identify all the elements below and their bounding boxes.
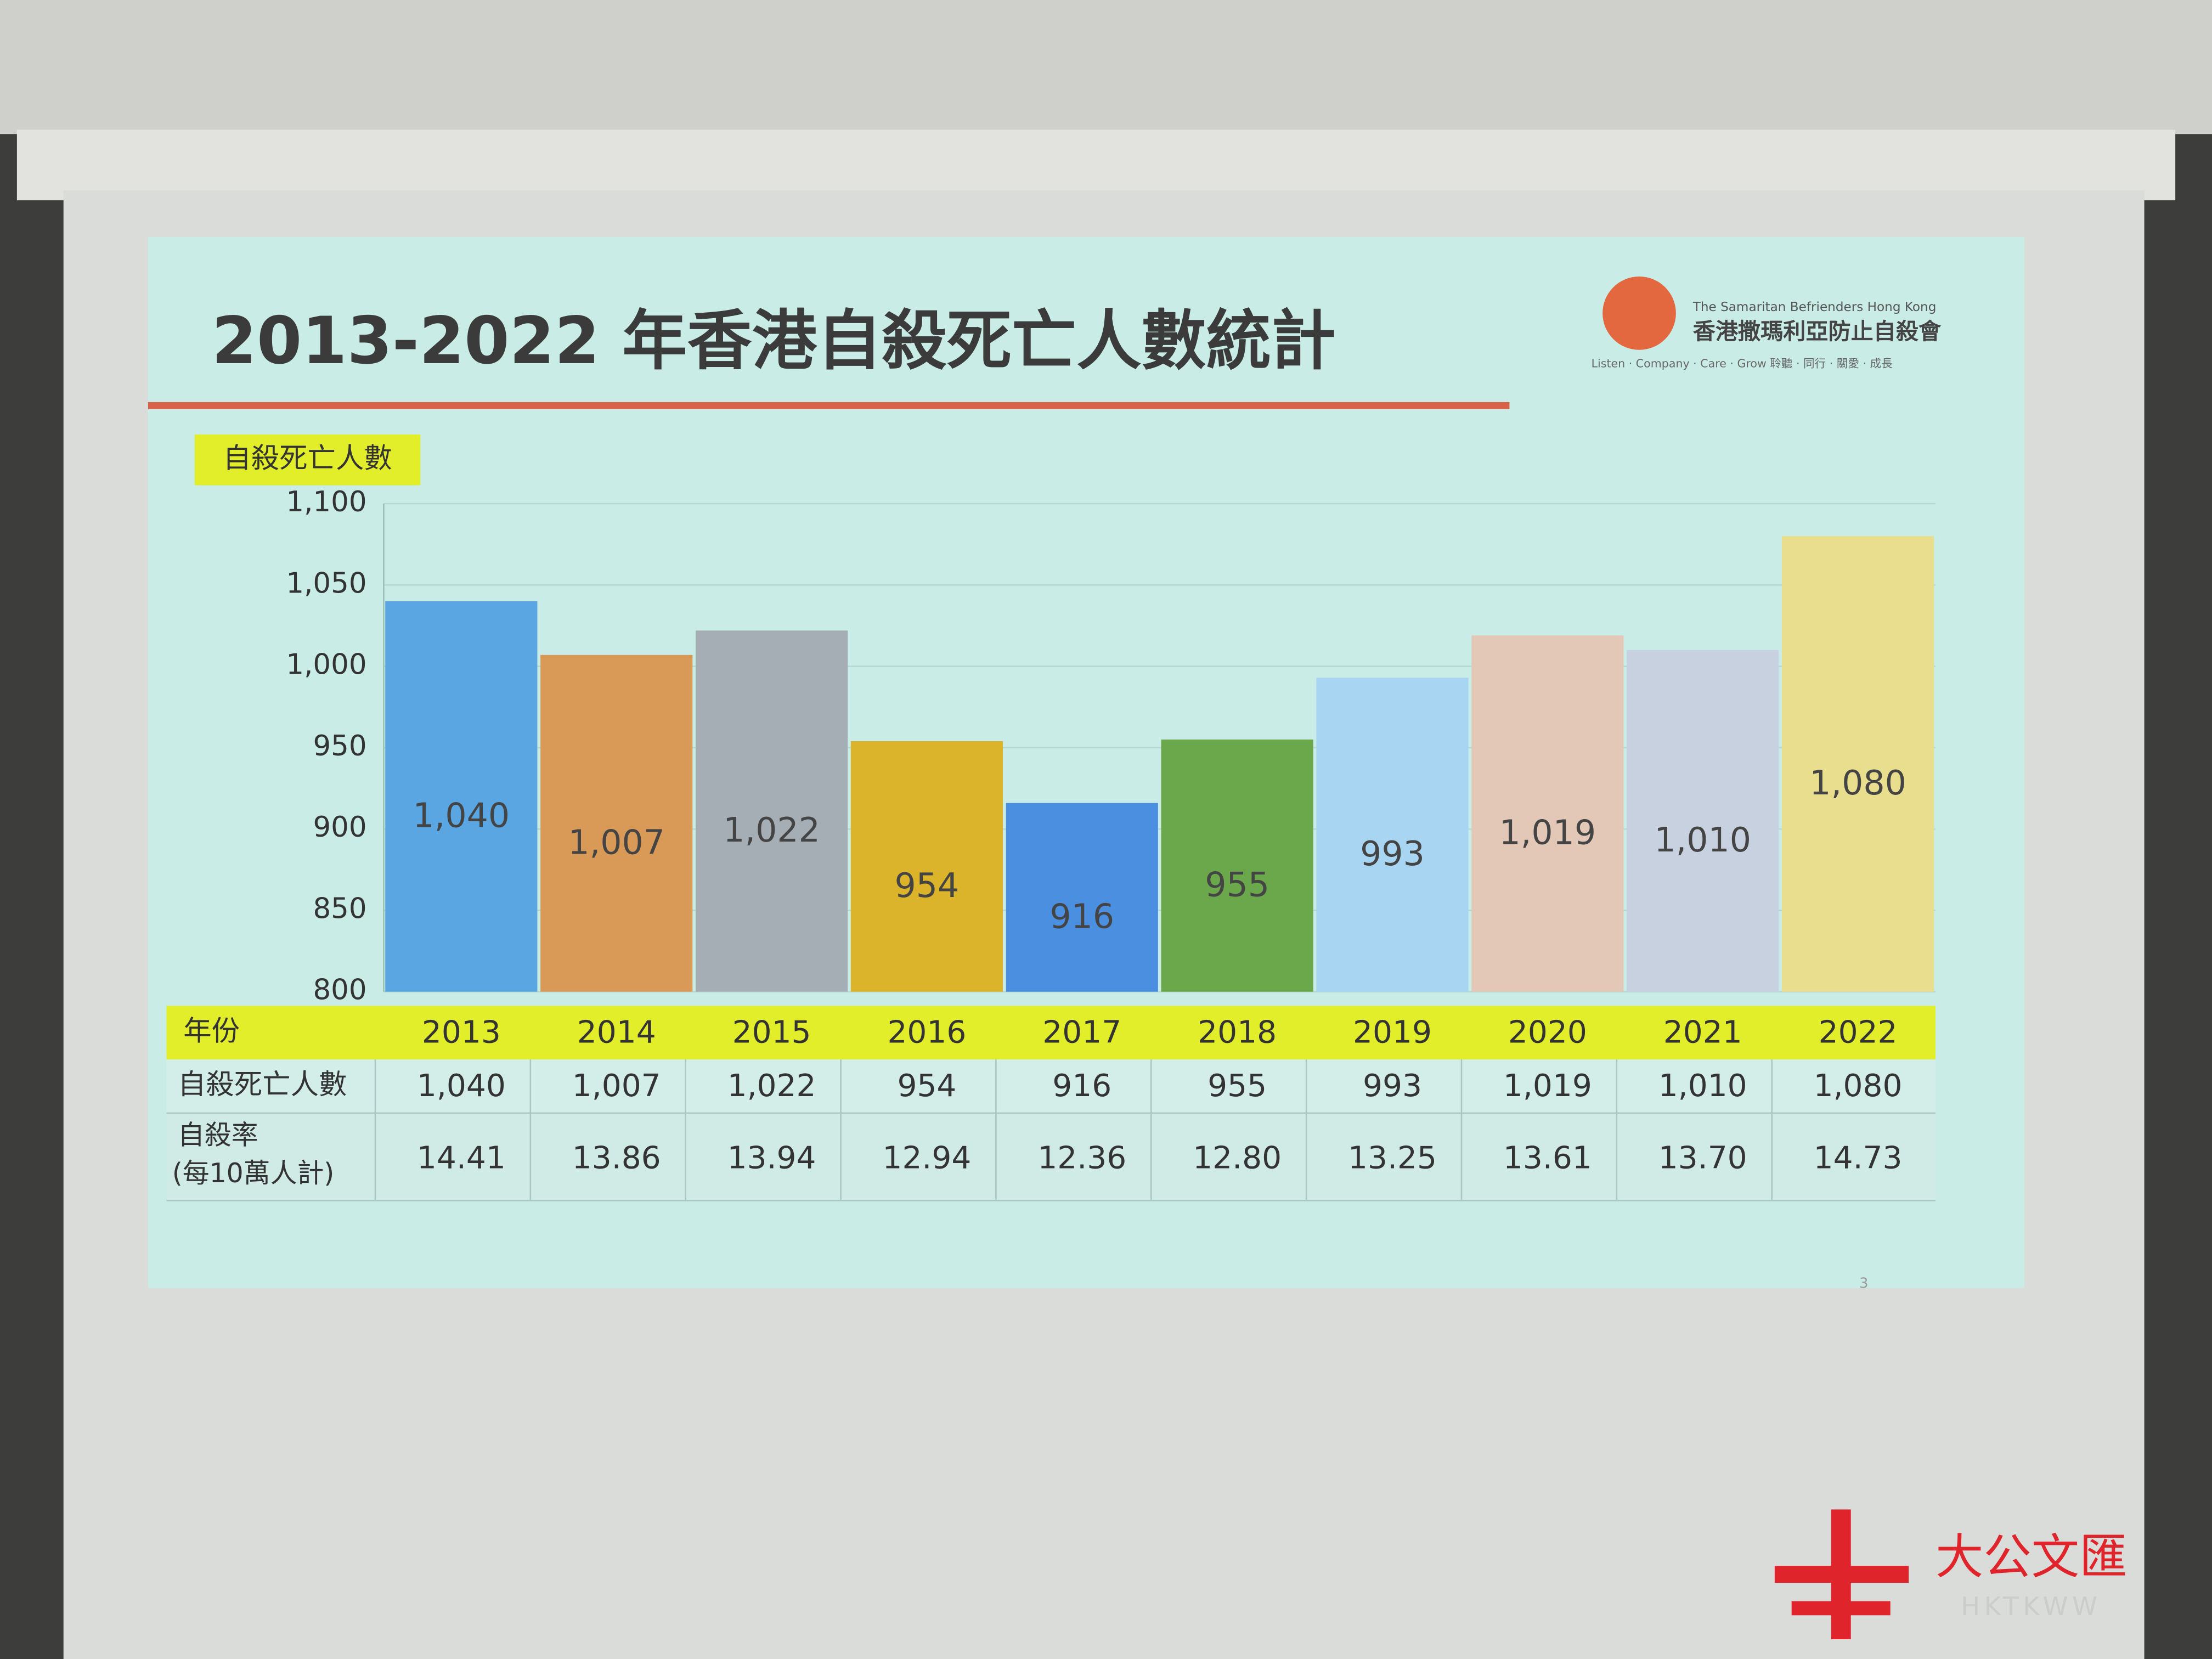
x-tick-label: 2015 bbox=[732, 1014, 811, 1050]
x-tick-label: 2016 bbox=[887, 1014, 966, 1050]
table-count: 1,010 bbox=[1658, 1068, 1747, 1104]
value-label: 1,080 bbox=[1809, 763, 1906, 803]
y-tick-label: 1,000 bbox=[286, 648, 366, 681]
x-tick-label: 2017 bbox=[1042, 1014, 1121, 1050]
y-label-box bbox=[194, 435, 421, 486]
table-rate: 13.61 bbox=[1503, 1139, 1592, 1176]
table-count: 1,022 bbox=[727, 1068, 816, 1104]
table-rate: 12.94 bbox=[882, 1139, 971, 1176]
page-number: 3 bbox=[1859, 1276, 1868, 1292]
y-tick-label: 900 bbox=[313, 811, 366, 844]
bar bbox=[1471, 635, 1624, 992]
y-axis-label: 自殺死亡人數 bbox=[223, 442, 392, 475]
table-row-label: 自殺死亡人數 bbox=[178, 1068, 347, 1101]
watermark-bar bbox=[1791, 1601, 1891, 1616]
table-count: 993 bbox=[1363, 1068, 1422, 1104]
value-label: 954 bbox=[895, 866, 960, 905]
value-label: 916 bbox=[1049, 896, 1114, 936]
table-rate: 12.36 bbox=[1037, 1139, 1126, 1176]
x-tick-label: 2020 bbox=[1508, 1014, 1587, 1050]
value-label: 993 bbox=[1360, 834, 1425, 873]
y-tick-label: 1,050 bbox=[286, 567, 366, 600]
bar bbox=[695, 630, 848, 992]
watermark-bar bbox=[1831, 1509, 1851, 1639]
table-count: 916 bbox=[1052, 1068, 1111, 1104]
x-tick-label: 2013 bbox=[422, 1014, 501, 1050]
x-tick-label: 2014 bbox=[577, 1014, 656, 1050]
table-rate: 13.25 bbox=[1348, 1139, 1437, 1176]
bar bbox=[540, 654, 693, 992]
table-rate: 13.86 bbox=[572, 1139, 661, 1176]
bar bbox=[1161, 740, 1313, 992]
table-row-label: 年份 bbox=[183, 1014, 240, 1047]
value-label: 955 bbox=[1205, 865, 1269, 905]
table-count: 1,080 bbox=[1814, 1068, 1903, 1104]
bar bbox=[1006, 803, 1158, 992]
logo-motto: Listen · Company · Care · Grow 聆聽 · 同行 ·… bbox=[1592, 357, 1893, 370]
table-count-band bbox=[166, 1059, 1936, 1113]
y-tick-label: 850 bbox=[313, 892, 366, 925]
table-count: 1,007 bbox=[572, 1068, 661, 1104]
table-rate: 12.80 bbox=[1193, 1139, 1282, 1176]
x-tick-label: 2021 bbox=[1663, 1014, 1742, 1050]
value-label: 1,007 bbox=[568, 822, 665, 862]
watermark-logo bbox=[1774, 1509, 1909, 1639]
table-count: 955 bbox=[1207, 1068, 1267, 1104]
table-count: 1,019 bbox=[1503, 1068, 1592, 1104]
watermark-name: 大公文匯 bbox=[1936, 1529, 2128, 1585]
logo-mark bbox=[1602, 276, 1676, 350]
bar bbox=[1781, 536, 1934, 992]
bar bbox=[1627, 650, 1779, 992]
y-tick-label: 950 bbox=[313, 730, 366, 763]
y-tick-label: 1,100 bbox=[286, 486, 366, 518]
table-rate: 13.94 bbox=[727, 1139, 816, 1176]
logo-chinese: 香港撒瑪利亞防止自殺會 bbox=[1693, 318, 1942, 345]
x-tick-label: 2022 bbox=[1819, 1014, 1898, 1050]
chart-title: 2013-2022 年香港自殺死亡人數統計 bbox=[212, 303, 1336, 379]
value-label: 1,010 bbox=[1654, 820, 1751, 860]
x-tick-label: 2018 bbox=[1198, 1014, 1277, 1050]
table-rate: 14.41 bbox=[417, 1139, 506, 1176]
table-count: 954 bbox=[897, 1068, 956, 1104]
bar bbox=[385, 601, 538, 992]
table-header-band bbox=[166, 1006, 1936, 1060]
bar bbox=[850, 741, 1003, 992]
table-count: 1,040 bbox=[417, 1068, 506, 1104]
value-label: 1,019 bbox=[1499, 813, 1596, 853]
title-underline bbox=[148, 402, 1510, 409]
table-row-label: (每10萬人計) bbox=[172, 1158, 335, 1189]
table-row-label: 自殺率 bbox=[178, 1120, 258, 1151]
ceiling bbox=[0, 0, 2212, 134]
bar bbox=[1316, 678, 1469, 992]
logo-english: The Samaritan Befrienders Hong Kong bbox=[1692, 300, 1937, 314]
watermark-code: HKTKWW bbox=[1961, 1592, 2101, 1621]
y-tick-label: 800 bbox=[313, 974, 366, 1007]
value-label: 1,040 bbox=[413, 795, 510, 835]
table-rate: 13.70 bbox=[1658, 1139, 1747, 1176]
x-tick-label: 2019 bbox=[1353, 1014, 1432, 1050]
value-label: 1,022 bbox=[723, 810, 820, 850]
table-rate-band bbox=[166, 1113, 1936, 1201]
table-rate: 14.73 bbox=[1814, 1139, 1903, 1176]
screen-housing bbox=[16, 129, 2176, 201]
